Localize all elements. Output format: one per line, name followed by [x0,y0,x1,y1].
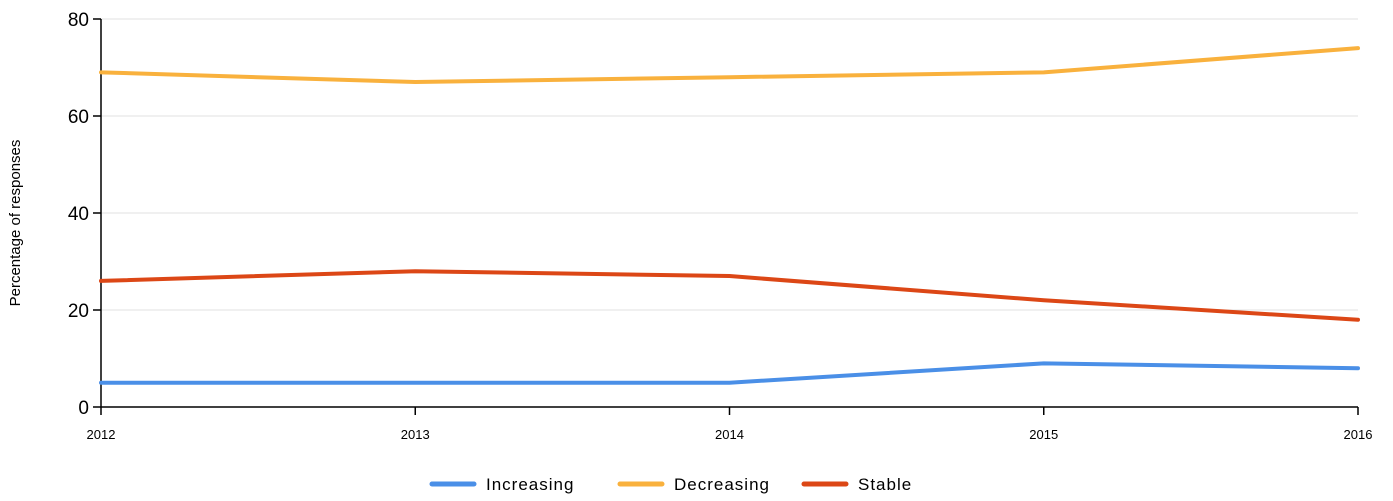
grid-lines [101,18,1358,311]
x-axis-ticks: 2012 2013 2014 2015 2016 [87,407,1373,442]
series-line-increasing [99,361,1360,385]
y-tick-label: 20 [68,301,89,322]
y-tick-label: 60 [68,107,89,128]
y-axis-ticks: 0 20 40 60 80 [68,10,101,419]
legend-label-increasing: Increasing [486,475,574,494]
series-lines [99,46,1360,385]
x-tick-label: 2012 [87,427,116,442]
x-tick-label: 2014 [715,427,744,442]
series-line-decreasing [99,46,1360,85]
legend-label-decreasing: Decreasing [674,475,770,494]
legend-label-stable: Stable [858,475,912,494]
y-tick-label: 40 [68,204,89,225]
series-line-stable [99,269,1360,322]
legend: Increasing Decreasing Stable [429,475,912,494]
y-tick-label: 0 [78,398,89,419]
y-tick-label: 80 [68,10,89,31]
x-tick-label: 2016 [1344,427,1373,442]
x-tick-label: 2013 [401,427,430,442]
y-axis-title: Percentage of responses [7,140,24,307]
x-tick-label: 2015 [1029,427,1058,442]
